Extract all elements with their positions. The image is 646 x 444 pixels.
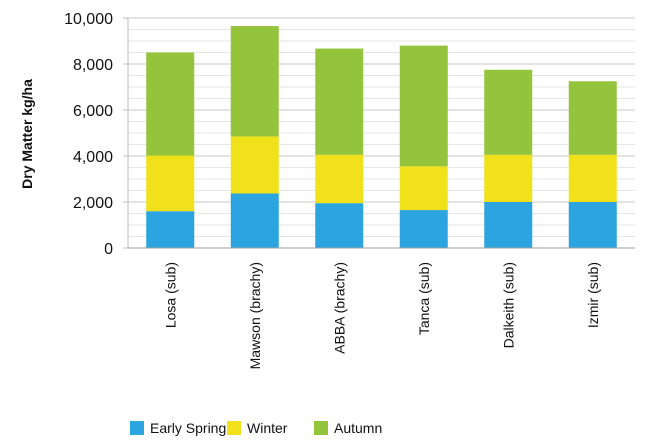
bars [146, 26, 617, 248]
x-tick-label: Izmir (sub) [585, 262, 601, 328]
bar-segment [568, 81, 617, 155]
bar-segment [399, 210, 448, 248]
bar-segment [230, 136, 279, 194]
bar-segment [230, 193, 279, 248]
bar-segment [315, 48, 364, 155]
y-tick-label: 6,000 [73, 103, 113, 120]
bar-segment [146, 52, 195, 156]
legend: Early Spring Winter Autumn [130, 420, 382, 436]
bar-segment [146, 211, 195, 248]
gridlines [128, 17, 635, 237]
legend-label: Winter [247, 420, 288, 436]
bar-segment [399, 166, 448, 211]
y-axis-label: Dry Matter kg/ha [19, 79, 35, 189]
bar-segment [484, 154, 533, 202]
bar-segment [484, 69, 533, 155]
legend-swatch [130, 421, 144, 435]
legend-label: Early Spring [150, 420, 226, 436]
bar-segment [315, 154, 364, 204]
y-tick-label: 8,000 [73, 57, 113, 74]
x-tick-label: Losa (sub) [162, 262, 178, 328]
bar-segment [230, 26, 279, 137]
legend-swatch [227, 421, 241, 435]
bar-segment [399, 45, 448, 167]
bar-segment [146, 155, 195, 212]
axes: 0 2,000 4,000 6,000 8,000 10,000 Losa (sub) Maw… [64, 11, 635, 369]
bar-segment [568, 202, 617, 248]
bar-segment [568, 154, 617, 202]
bar-segment [484, 202, 533, 248]
x-tick-label: Mawson (brachy) [247, 262, 263, 369]
x-tick-label: ABBA (brachy) [331, 262, 347, 354]
y-tick-label: 10,000 [64, 11, 113, 28]
x-tick-label: Dalkeith (sub) [500, 262, 516, 348]
x-tick-label: Tanca (sub) [416, 262, 432, 335]
y-tick-label: 0 [104, 241, 113, 258]
legend-swatch [314, 421, 328, 435]
y-tick-label: 4,000 [73, 149, 113, 166]
y-tick-label: 2,000 [73, 195, 113, 212]
bar-segment [315, 203, 364, 248]
legend-label: Autumn [334, 420, 382, 436]
